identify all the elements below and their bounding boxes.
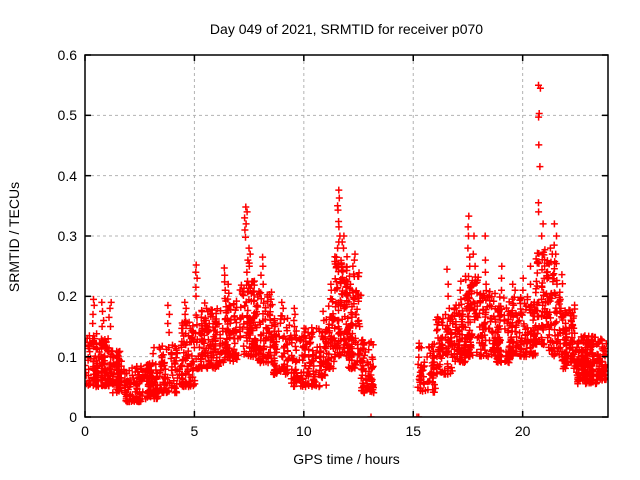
x-axis-label: GPS time / hours [293,451,400,467]
data-points-srmtid [85,81,608,417]
y-tick-label: 0 [69,409,77,425]
chart-title: Day 049 of 2021, SRMTID for receiver p07… [209,21,484,37]
y-tick-label: 0.4 [57,167,77,184]
y-tick-label: 0.6 [57,47,77,63]
x-tick-label: 10 [296,423,312,439]
y-axis-label: SRMTID / TECUs [6,181,22,293]
y-tick-label: 0.5 [57,107,77,124]
x-tick-label: 5 [190,423,199,439]
x-tick-label: 15 [405,423,422,439]
y-tick-label: 0.3 [57,228,77,244]
y-tick-label: 0.1 [57,348,77,365]
x-tick-label: 20 [514,423,531,439]
y-tick-label: 0.2 [57,288,77,305]
x-tick-label: 0 [81,423,89,439]
